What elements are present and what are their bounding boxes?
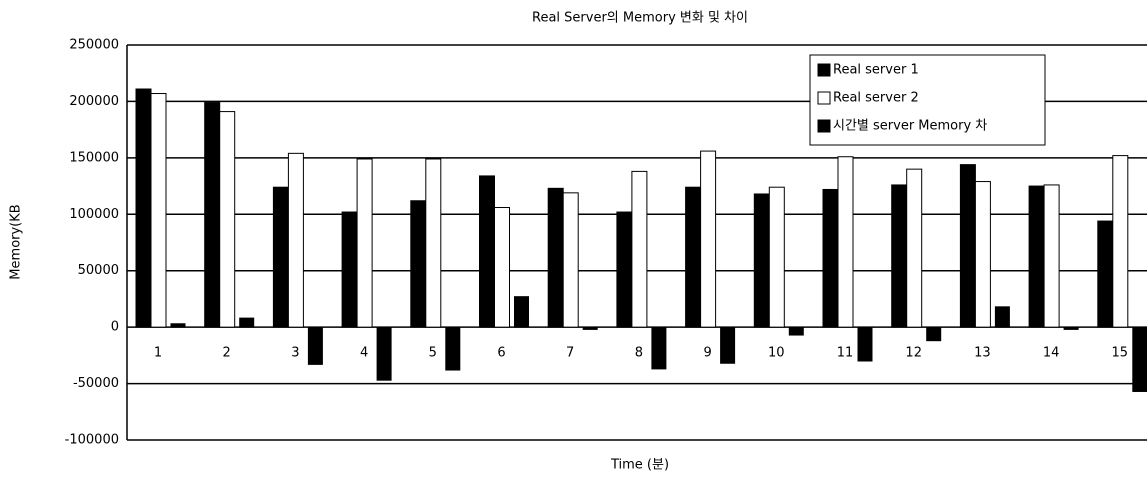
bar bbox=[445, 326, 461, 371]
y-tick-label: 100000 bbox=[69, 207, 119, 222]
bar bbox=[651, 326, 667, 370]
x-tick-label: 5 bbox=[429, 346, 437, 361]
bar bbox=[479, 175, 495, 328]
legend-label: Real server 1 bbox=[833, 63, 919, 78]
bar bbox=[425, 158, 442, 328]
bar bbox=[356, 158, 373, 328]
bar bbox=[837, 156, 854, 328]
bar bbox=[582, 326, 598, 330]
bar bbox=[170, 323, 186, 328]
y-tick-label: 200000 bbox=[69, 94, 119, 109]
bar bbox=[1043, 184, 1060, 328]
chart-title: Real Server의 Memory 변화 및 차이 bbox=[532, 11, 748, 26]
y-tick-label: -100000 bbox=[65, 433, 119, 448]
x-tick-label: 11 bbox=[837, 346, 854, 361]
bar bbox=[1063, 326, 1079, 330]
x-tick-label: 3 bbox=[291, 346, 299, 361]
bar bbox=[720, 326, 736, 364]
legend-label: Real server 2 bbox=[833, 91, 919, 106]
bar bbox=[906, 168, 923, 328]
y-tick-label: 0 bbox=[111, 320, 119, 335]
y-tick-label: 50000 bbox=[78, 263, 119, 278]
x-tick-label: 10 bbox=[768, 346, 785, 361]
bar bbox=[307, 326, 323, 365]
legend-box bbox=[809, 54, 1046, 146]
x-tick-label: 2 bbox=[223, 346, 231, 361]
x-axis-label: Time (분) bbox=[610, 458, 669, 473]
bar bbox=[272, 186, 289, 328]
bar bbox=[547, 187, 564, 328]
bar bbox=[219, 111, 236, 328]
x-tick-label: 9 bbox=[703, 346, 711, 361]
y-tick-label: 250000 bbox=[69, 38, 119, 53]
bar bbox=[926, 326, 942, 342]
x-tick-label: 7 bbox=[566, 346, 574, 361]
x-tick-label: 14 bbox=[1043, 346, 1060, 361]
bar bbox=[994, 306, 1010, 328]
bar bbox=[1097, 220, 1114, 328]
legend-swatch bbox=[817, 63, 831, 77]
x-tick-label: 13 bbox=[974, 346, 991, 361]
bar bbox=[616, 211, 633, 328]
bar bbox=[631, 170, 648, 328]
bar bbox=[135, 88, 152, 328]
bar bbox=[494, 207, 510, 328]
bar bbox=[1132, 326, 1147, 392]
bar bbox=[753, 193, 770, 328]
bar bbox=[239, 317, 255, 328]
bar bbox=[341, 211, 358, 328]
bar bbox=[1112, 155, 1129, 328]
bar bbox=[1028, 185, 1045, 328]
bar bbox=[204, 102, 221, 328]
bar bbox=[891, 184, 908, 328]
bar bbox=[974, 181, 991, 328]
legend-swatch bbox=[817, 119, 831, 133]
bar bbox=[959, 164, 976, 328]
bar bbox=[150, 93, 167, 328]
bar bbox=[287, 152, 304, 328]
x-tick-label: 12 bbox=[905, 346, 922, 361]
legend-label: 시간별 server Memory 차 bbox=[833, 119, 987, 134]
bar bbox=[857, 326, 873, 362]
x-tick-label: 4 bbox=[360, 346, 368, 361]
bar bbox=[562, 192, 579, 328]
x-tick-label: 8 bbox=[635, 346, 643, 361]
bar bbox=[768, 186, 785, 328]
legend-swatch bbox=[817, 91, 831, 105]
bar bbox=[376, 326, 392, 381]
bar bbox=[685, 186, 702, 328]
y-tick-label: -50000 bbox=[73, 376, 119, 391]
y-axis-label: Memory(KB bbox=[9, 204, 24, 279]
x-tick-label: 15 bbox=[1112, 346, 1129, 361]
bar bbox=[788, 326, 804, 336]
x-tick-label: 1 bbox=[154, 346, 162, 361]
bar bbox=[700, 150, 717, 328]
bar bbox=[514, 296, 529, 328]
x-tick-label: 6 bbox=[497, 346, 505, 361]
bar bbox=[822, 188, 839, 328]
bar bbox=[410, 200, 427, 328]
y-tick-label: 150000 bbox=[69, 150, 119, 165]
